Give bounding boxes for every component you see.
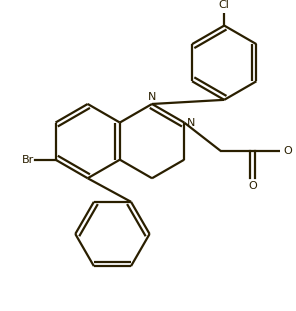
Text: N: N — [187, 118, 196, 128]
Text: Br: Br — [22, 155, 34, 165]
Text: O: O — [248, 181, 257, 191]
Text: N: N — [148, 92, 156, 102]
Text: Cl: Cl — [219, 0, 230, 10]
Text: O: O — [283, 146, 292, 156]
